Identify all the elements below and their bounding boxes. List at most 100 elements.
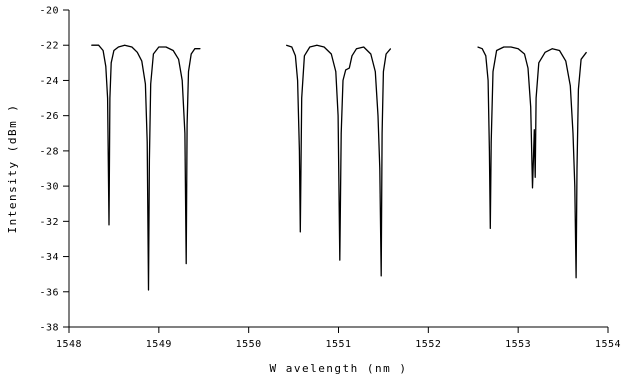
data-point bbox=[533, 159, 534, 161]
data-point bbox=[481, 48, 483, 50]
data-point bbox=[102, 50, 104, 51]
data-point bbox=[379, 168, 381, 169]
x-tick-label: 1552 bbox=[415, 339, 441, 350]
data-point bbox=[339, 259, 341, 261]
data-point bbox=[380, 275, 382, 277]
y-tick-label: -20 bbox=[39, 6, 59, 17]
data-point bbox=[109, 97, 111, 99]
data-point bbox=[158, 46, 160, 48]
data-point bbox=[377, 115, 379, 117]
data-point bbox=[487, 80, 489, 81]
data-point bbox=[524, 53, 525, 55]
x-tick-label: 1551 bbox=[325, 339, 351, 350]
data-point bbox=[286, 44, 287, 46]
data-point bbox=[295, 55, 296, 57]
data-point bbox=[390, 48, 391, 50]
spectrum-trace-1 bbox=[91, 44, 201, 291]
x-tick-label: 1550 bbox=[236, 339, 262, 350]
data-point bbox=[291, 46, 293, 48]
data-point bbox=[98, 44, 99, 46]
data-point bbox=[580, 58, 582, 60]
data-point bbox=[145, 83, 146, 85]
data-point bbox=[496, 50, 497, 51]
data-point bbox=[124, 44, 126, 46]
data-point bbox=[299, 150, 300, 152]
data-point bbox=[576, 168, 578, 169]
y-tick-label: -32 bbox=[39, 217, 59, 228]
x-tick-label: 1553 bbox=[505, 339, 531, 350]
data-point bbox=[131, 46, 133, 48]
data-point bbox=[323, 46, 325, 48]
data-point bbox=[181, 80, 183, 81]
data-point bbox=[503, 46, 505, 48]
data-point bbox=[374, 71, 376, 72]
data-point bbox=[490, 141, 492, 143]
data-point bbox=[492, 71, 494, 72]
data-point bbox=[381, 132, 383, 134]
data-point bbox=[199, 48, 201, 50]
data-point bbox=[575, 277, 577, 279]
data-point bbox=[309, 46, 311, 48]
data-point bbox=[477, 46, 479, 48]
y-tick-label: -26 bbox=[39, 111, 59, 122]
data-point bbox=[348, 67, 350, 69]
data-point bbox=[485, 55, 487, 57]
spectrum-trace-2 bbox=[286, 44, 392, 277]
data-point bbox=[489, 150, 490, 152]
data-point bbox=[190, 53, 192, 55]
data-point bbox=[330, 53, 332, 55]
y-tick-label: -36 bbox=[39, 287, 59, 298]
y-tick-label: -30 bbox=[39, 182, 59, 193]
y-tick-label: -24 bbox=[39, 76, 59, 87]
data-point bbox=[153, 53, 154, 55]
data-point bbox=[113, 50, 115, 51]
data-point bbox=[340, 132, 342, 134]
data-point bbox=[297, 80, 298, 81]
data-point bbox=[569, 85, 571, 87]
data-point bbox=[184, 132, 186, 134]
data-point bbox=[149, 159, 150, 161]
data-point bbox=[527, 67, 529, 69]
data-point bbox=[316, 44, 318, 46]
data-point bbox=[172, 50, 174, 51]
data-point bbox=[370, 53, 372, 55]
data-point bbox=[510, 46, 512, 48]
data-point bbox=[538, 62, 540, 64]
data-point bbox=[107, 97, 108, 99]
data-point bbox=[178, 58, 180, 60]
y-tick-label: -28 bbox=[39, 146, 59, 157]
data-point bbox=[565, 60, 567, 62]
data-point bbox=[188, 71, 189, 72]
data-point bbox=[342, 80, 344, 81]
data-point bbox=[136, 51, 138, 53]
data-point bbox=[351, 55, 353, 57]
x-tick-label: 1549 bbox=[146, 339, 172, 350]
data-point bbox=[385, 53, 387, 55]
data-point bbox=[535, 97, 537, 99]
data-point bbox=[141, 60, 143, 62]
x-tick-label: 1554 bbox=[595, 339, 621, 350]
y-tick-label: -38 bbox=[39, 323, 59, 334]
data-point bbox=[363, 46, 365, 48]
data-point bbox=[165, 46, 167, 48]
data-point bbox=[186, 124, 188, 125]
x-tick-label: 1548 bbox=[56, 339, 82, 350]
data-point bbox=[489, 228, 491, 229]
data-point bbox=[108, 224, 110, 226]
data-point bbox=[110, 62, 112, 64]
data-point bbox=[574, 185, 576, 187]
x-axis-title: W avelength (nm ) bbox=[269, 362, 407, 375]
data-point bbox=[534, 176, 536, 178]
y-tick-label: -22 bbox=[39, 41, 59, 52]
data-point bbox=[356, 48, 357, 50]
data-point bbox=[301, 97, 303, 99]
data-point bbox=[533, 129, 535, 131]
data-point bbox=[559, 50, 560, 51]
data-point bbox=[544, 51, 546, 53]
data-point bbox=[337, 115, 339, 117]
data-point bbox=[150, 83, 152, 85]
data-point bbox=[185, 263, 187, 264]
data-point bbox=[517, 48, 519, 50]
